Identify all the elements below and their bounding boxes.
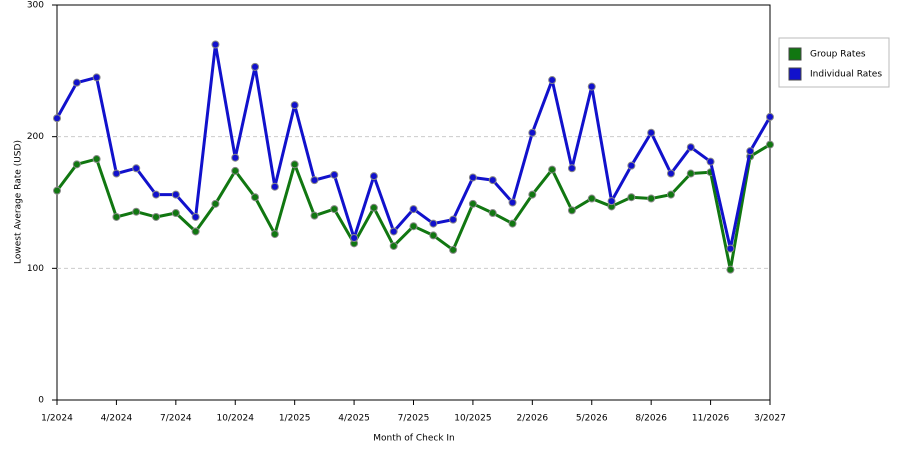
x-tick-label: 1/2025 xyxy=(279,414,311,424)
data-point xyxy=(92,73,101,82)
legend-swatch xyxy=(788,47,802,61)
data-point xyxy=(449,245,458,254)
data-point xyxy=(607,197,616,206)
data-point xyxy=(270,230,279,239)
data-point xyxy=(72,160,81,169)
data-point xyxy=(409,222,418,231)
x-tick-label: 7/2025 xyxy=(398,414,430,424)
data-point xyxy=(647,128,656,137)
data-point xyxy=(290,160,299,169)
data-point xyxy=(567,206,576,215)
data-point xyxy=(567,164,576,173)
data-point xyxy=(369,172,378,181)
data-point xyxy=(766,112,774,121)
data-point xyxy=(231,153,240,162)
y-tick-label: 0 xyxy=(38,396,44,406)
data-point xyxy=(766,140,774,149)
data-point xyxy=(746,147,755,156)
data-point xyxy=(270,182,279,191)
plot-area xyxy=(56,4,771,401)
data-point xyxy=(686,169,695,178)
data-point xyxy=(191,212,200,221)
x-tick-label: 11/2026 xyxy=(692,414,730,424)
data-point xyxy=(211,40,220,49)
data-point xyxy=(310,176,319,185)
x-tick-label: 5/2026 xyxy=(576,414,608,424)
data-point xyxy=(488,176,497,185)
data-point xyxy=(53,114,61,123)
data-point xyxy=(330,170,339,179)
data-point xyxy=(171,190,180,199)
data-point xyxy=(488,209,497,218)
data-point xyxy=(468,173,477,182)
data-point xyxy=(211,199,220,208)
x-tick-label: 10/2024 xyxy=(217,414,255,424)
data-point xyxy=(548,76,557,85)
y-tick-label: 300 xyxy=(27,1,44,11)
data-point xyxy=(251,62,260,71)
data-point xyxy=(686,143,695,152)
data-point xyxy=(528,190,537,199)
data-point xyxy=(706,157,715,166)
data-point xyxy=(53,186,61,195)
data-point xyxy=(171,209,180,218)
data-point xyxy=(112,212,121,221)
data-point xyxy=(330,205,339,214)
data-point xyxy=(369,203,378,212)
data-point xyxy=(666,190,675,199)
data-point xyxy=(350,234,359,243)
x-tick-label: 4/2024 xyxy=(101,414,133,424)
data-point xyxy=(92,155,101,164)
data-point xyxy=(449,215,458,224)
legend-label: Individual Rates xyxy=(810,70,882,80)
data-point xyxy=(152,212,161,221)
data-point xyxy=(72,78,81,87)
data-point xyxy=(587,194,596,203)
data-point xyxy=(429,219,438,228)
data-point xyxy=(508,198,517,207)
x-tick-label: 3/2027 xyxy=(754,414,786,424)
data-point xyxy=(409,205,418,214)
y-axis-label: Lowest Average Rate (USD) xyxy=(14,140,24,264)
data-point xyxy=(112,169,121,178)
data-point xyxy=(231,166,240,175)
data-point xyxy=(647,194,656,203)
data-point xyxy=(666,169,675,178)
data-point xyxy=(389,227,398,236)
x-tick-label: 1/2024 xyxy=(41,414,73,424)
x-tick-label: 10/2025 xyxy=(454,414,491,424)
data-point xyxy=(726,244,735,253)
legend-swatch xyxy=(788,67,802,81)
data-point xyxy=(132,164,141,173)
data-point xyxy=(132,207,141,216)
data-point xyxy=(251,193,260,202)
data-point xyxy=(389,241,398,250)
data-point xyxy=(587,82,596,91)
legend-label: Group Rates xyxy=(810,50,866,60)
y-tick-label: 100 xyxy=(27,264,44,274)
data-point xyxy=(528,128,537,137)
x-tick-label: 4/2025 xyxy=(338,414,370,424)
data-point xyxy=(290,101,299,110)
data-point xyxy=(152,190,161,199)
data-point xyxy=(726,265,735,274)
data-point xyxy=(508,219,517,228)
data-point xyxy=(429,231,438,240)
data-point xyxy=(310,211,319,220)
y-tick-label: 200 xyxy=(27,132,44,142)
data-point xyxy=(468,199,477,208)
x-tick-label: 2/2026 xyxy=(516,414,548,424)
x-tick-label: 8/2026 xyxy=(635,414,667,424)
x-axis-label: Month of Check In xyxy=(373,434,455,444)
data-point xyxy=(548,165,557,174)
data-point xyxy=(627,161,636,170)
data-point xyxy=(191,227,200,236)
x-tick-label: 7/2024 xyxy=(160,414,192,424)
data-point xyxy=(627,193,636,202)
